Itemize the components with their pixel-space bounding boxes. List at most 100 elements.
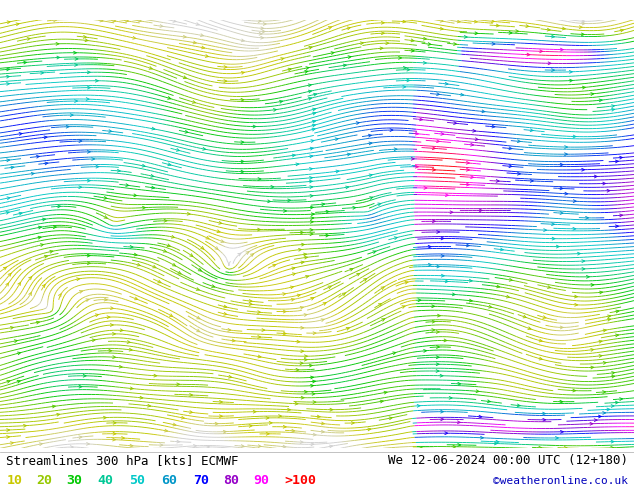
- FancyArrowPatch shape: [311, 376, 313, 379]
- FancyArrowPatch shape: [224, 305, 227, 308]
- FancyArrowPatch shape: [190, 411, 193, 414]
- FancyArrowPatch shape: [304, 256, 307, 259]
- FancyArrowPatch shape: [496, 24, 499, 27]
- FancyArrowPatch shape: [369, 174, 372, 177]
- FancyArrowPatch shape: [215, 246, 218, 249]
- FancyArrowPatch shape: [311, 213, 314, 216]
- FancyArrowPatch shape: [607, 318, 611, 321]
- FancyArrowPatch shape: [206, 236, 209, 239]
- FancyArrowPatch shape: [603, 391, 605, 393]
- FancyArrowPatch shape: [560, 430, 563, 433]
- FancyArrowPatch shape: [103, 416, 107, 419]
- FancyArrowPatch shape: [301, 261, 304, 264]
- FancyArrowPatch shape: [578, 252, 580, 255]
- FancyArrowPatch shape: [321, 319, 324, 321]
- FancyArrowPatch shape: [134, 297, 138, 300]
- FancyArrowPatch shape: [7, 159, 10, 162]
- FancyArrowPatch shape: [591, 93, 593, 96]
- FancyArrowPatch shape: [18, 352, 20, 355]
- FancyArrowPatch shape: [258, 355, 261, 358]
- FancyArrowPatch shape: [441, 254, 444, 257]
- FancyArrowPatch shape: [573, 135, 576, 138]
- FancyArrowPatch shape: [254, 410, 256, 413]
- FancyArrowPatch shape: [530, 179, 533, 182]
- FancyArrowPatch shape: [507, 295, 509, 298]
- FancyArrowPatch shape: [381, 287, 384, 290]
- FancyArrowPatch shape: [79, 436, 82, 439]
- FancyArrowPatch shape: [11, 166, 14, 169]
- FancyArrowPatch shape: [140, 396, 143, 399]
- FancyArrowPatch shape: [309, 176, 313, 179]
- FancyArrowPatch shape: [75, 99, 77, 102]
- FancyArrowPatch shape: [6, 68, 10, 71]
- FancyArrowPatch shape: [573, 200, 576, 202]
- FancyArrowPatch shape: [29, 293, 31, 295]
- FancyArrowPatch shape: [271, 185, 274, 188]
- FancyArrowPatch shape: [109, 130, 112, 132]
- FancyArrowPatch shape: [611, 440, 614, 443]
- FancyArrowPatch shape: [167, 97, 171, 99]
- FancyArrowPatch shape: [200, 34, 204, 37]
- FancyArrowPatch shape: [346, 327, 349, 330]
- FancyArrowPatch shape: [509, 278, 512, 281]
- FancyArrowPatch shape: [453, 43, 456, 46]
- FancyArrowPatch shape: [612, 375, 614, 378]
- FancyArrowPatch shape: [418, 299, 421, 302]
- FancyArrowPatch shape: [92, 339, 95, 342]
- FancyArrowPatch shape: [148, 404, 150, 407]
- FancyArrowPatch shape: [56, 43, 59, 45]
- FancyArrowPatch shape: [31, 172, 34, 175]
- FancyArrowPatch shape: [323, 303, 326, 305]
- FancyArrowPatch shape: [42, 218, 46, 221]
- Text: 20: 20: [36, 474, 52, 488]
- FancyArrowPatch shape: [360, 42, 363, 45]
- FancyArrowPatch shape: [11, 441, 13, 444]
- FancyArrowPatch shape: [224, 313, 227, 315]
- FancyArrowPatch shape: [149, 67, 152, 69]
- FancyArrowPatch shape: [107, 316, 110, 318]
- FancyArrowPatch shape: [201, 246, 204, 249]
- Text: 10: 10: [6, 474, 22, 488]
- FancyArrowPatch shape: [41, 72, 44, 74]
- FancyArrowPatch shape: [481, 436, 483, 439]
- FancyArrowPatch shape: [113, 421, 116, 424]
- FancyArrowPatch shape: [495, 442, 497, 445]
- Text: 90: 90: [253, 474, 269, 488]
- FancyArrowPatch shape: [310, 147, 313, 150]
- FancyArrowPatch shape: [297, 294, 301, 297]
- FancyArrowPatch shape: [273, 264, 276, 267]
- FancyArrowPatch shape: [133, 36, 136, 39]
- FancyArrowPatch shape: [154, 374, 157, 377]
- FancyArrowPatch shape: [300, 362, 303, 365]
- FancyArrowPatch shape: [526, 24, 529, 27]
- FancyArrowPatch shape: [523, 315, 526, 318]
- FancyArrowPatch shape: [130, 387, 133, 390]
- FancyArrowPatch shape: [190, 393, 193, 396]
- FancyArrowPatch shape: [19, 212, 22, 215]
- FancyArrowPatch shape: [241, 98, 244, 101]
- FancyArrowPatch shape: [368, 134, 372, 137]
- FancyArrowPatch shape: [6, 283, 9, 286]
- FancyArrowPatch shape: [250, 254, 254, 257]
- FancyArrowPatch shape: [44, 255, 48, 258]
- FancyArrowPatch shape: [407, 68, 410, 71]
- FancyArrowPatch shape: [411, 49, 414, 52]
- FancyArrowPatch shape: [142, 164, 145, 167]
- FancyArrowPatch shape: [311, 220, 313, 223]
- FancyArrowPatch shape: [543, 316, 546, 318]
- FancyArrowPatch shape: [476, 138, 478, 141]
- FancyArrowPatch shape: [299, 248, 301, 251]
- FancyArrowPatch shape: [266, 433, 269, 435]
- FancyArrowPatch shape: [70, 114, 73, 117]
- FancyArrowPatch shape: [432, 147, 436, 149]
- FancyArrowPatch shape: [79, 385, 82, 388]
- FancyArrowPatch shape: [321, 203, 325, 206]
- FancyArrowPatch shape: [305, 71, 307, 73]
- FancyArrowPatch shape: [582, 22, 585, 25]
- FancyArrowPatch shape: [168, 163, 171, 166]
- FancyArrowPatch shape: [283, 310, 286, 313]
- FancyArrowPatch shape: [384, 391, 387, 394]
- FancyArrowPatch shape: [3, 267, 6, 270]
- FancyArrowPatch shape: [428, 43, 431, 46]
- FancyArrowPatch shape: [58, 205, 61, 208]
